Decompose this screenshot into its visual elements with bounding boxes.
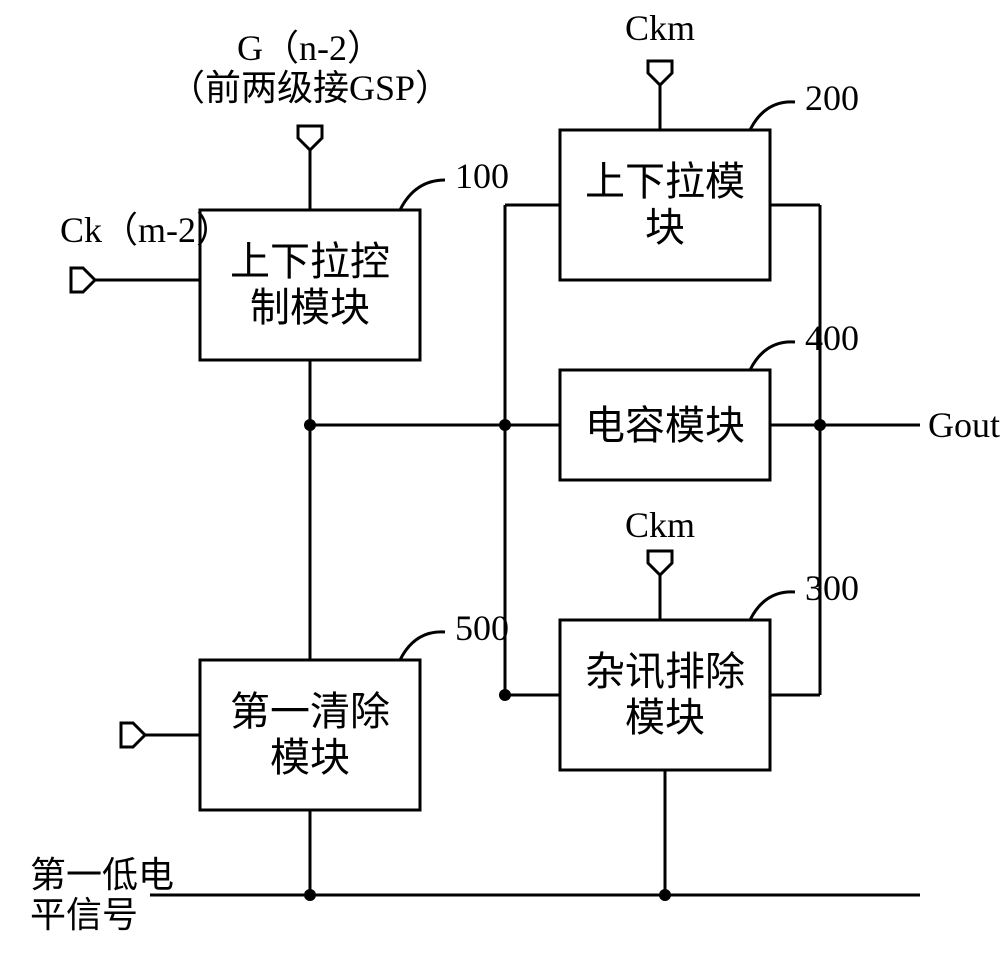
ref500-ref: 500 [455,608,509,648]
signal-low-1: 第一低电 [30,855,174,895]
block-200-l2: 块 [645,205,685,250]
junc-300-low [659,889,671,901]
block-500-l2: 模块 [270,735,350,780]
ref400-leader [750,342,795,370]
signal-ckm-top: Ckm [625,8,695,48]
signal-ckm-300: Ckm [625,505,695,545]
signal-gout: Gout [928,405,1000,445]
block-500-l1: 第一清除 [230,689,390,734]
ref200-leader [750,102,795,130]
block-100-l2: 制模块 [250,285,370,330]
junc-db-300 [499,689,511,701]
block-400-l1: 电容模块 [585,403,745,448]
port-ckm-300 [648,551,672,575]
block-300-l1: 杂讯排除 [585,649,745,694]
signal-gn2: G（n-2） [237,28,383,68]
block-diagram: 上下拉控制模块上下拉模块电容模块杂讯排除模块第一清除模块100200400300… [0,0,1000,963]
ref300-ref: 300 [805,568,859,608]
block-300-l2: 模块 [625,695,705,740]
block-200-l1: 上下拉模 [585,159,745,204]
ref100-leader [400,180,445,210]
signal-gn2-sub: （前两级接GSP） [169,68,451,108]
ref200-ref: 200 [805,78,859,118]
port-gn2 [298,126,322,150]
signal-low-2: 平信号 [30,895,138,935]
block-100-l1: 上下拉控 [230,239,390,284]
ref400-ref: 400 [805,318,859,358]
ref300-leader [750,592,795,620]
port-ckm-top [648,61,672,85]
port-500 [121,723,145,747]
junc-500-low [304,889,316,901]
ref100-ref: 100 [455,156,509,196]
port-ckm2 [71,268,95,292]
signal-ckm2: Ck（m-2） [60,210,232,250]
ref500-leader [400,632,445,660]
